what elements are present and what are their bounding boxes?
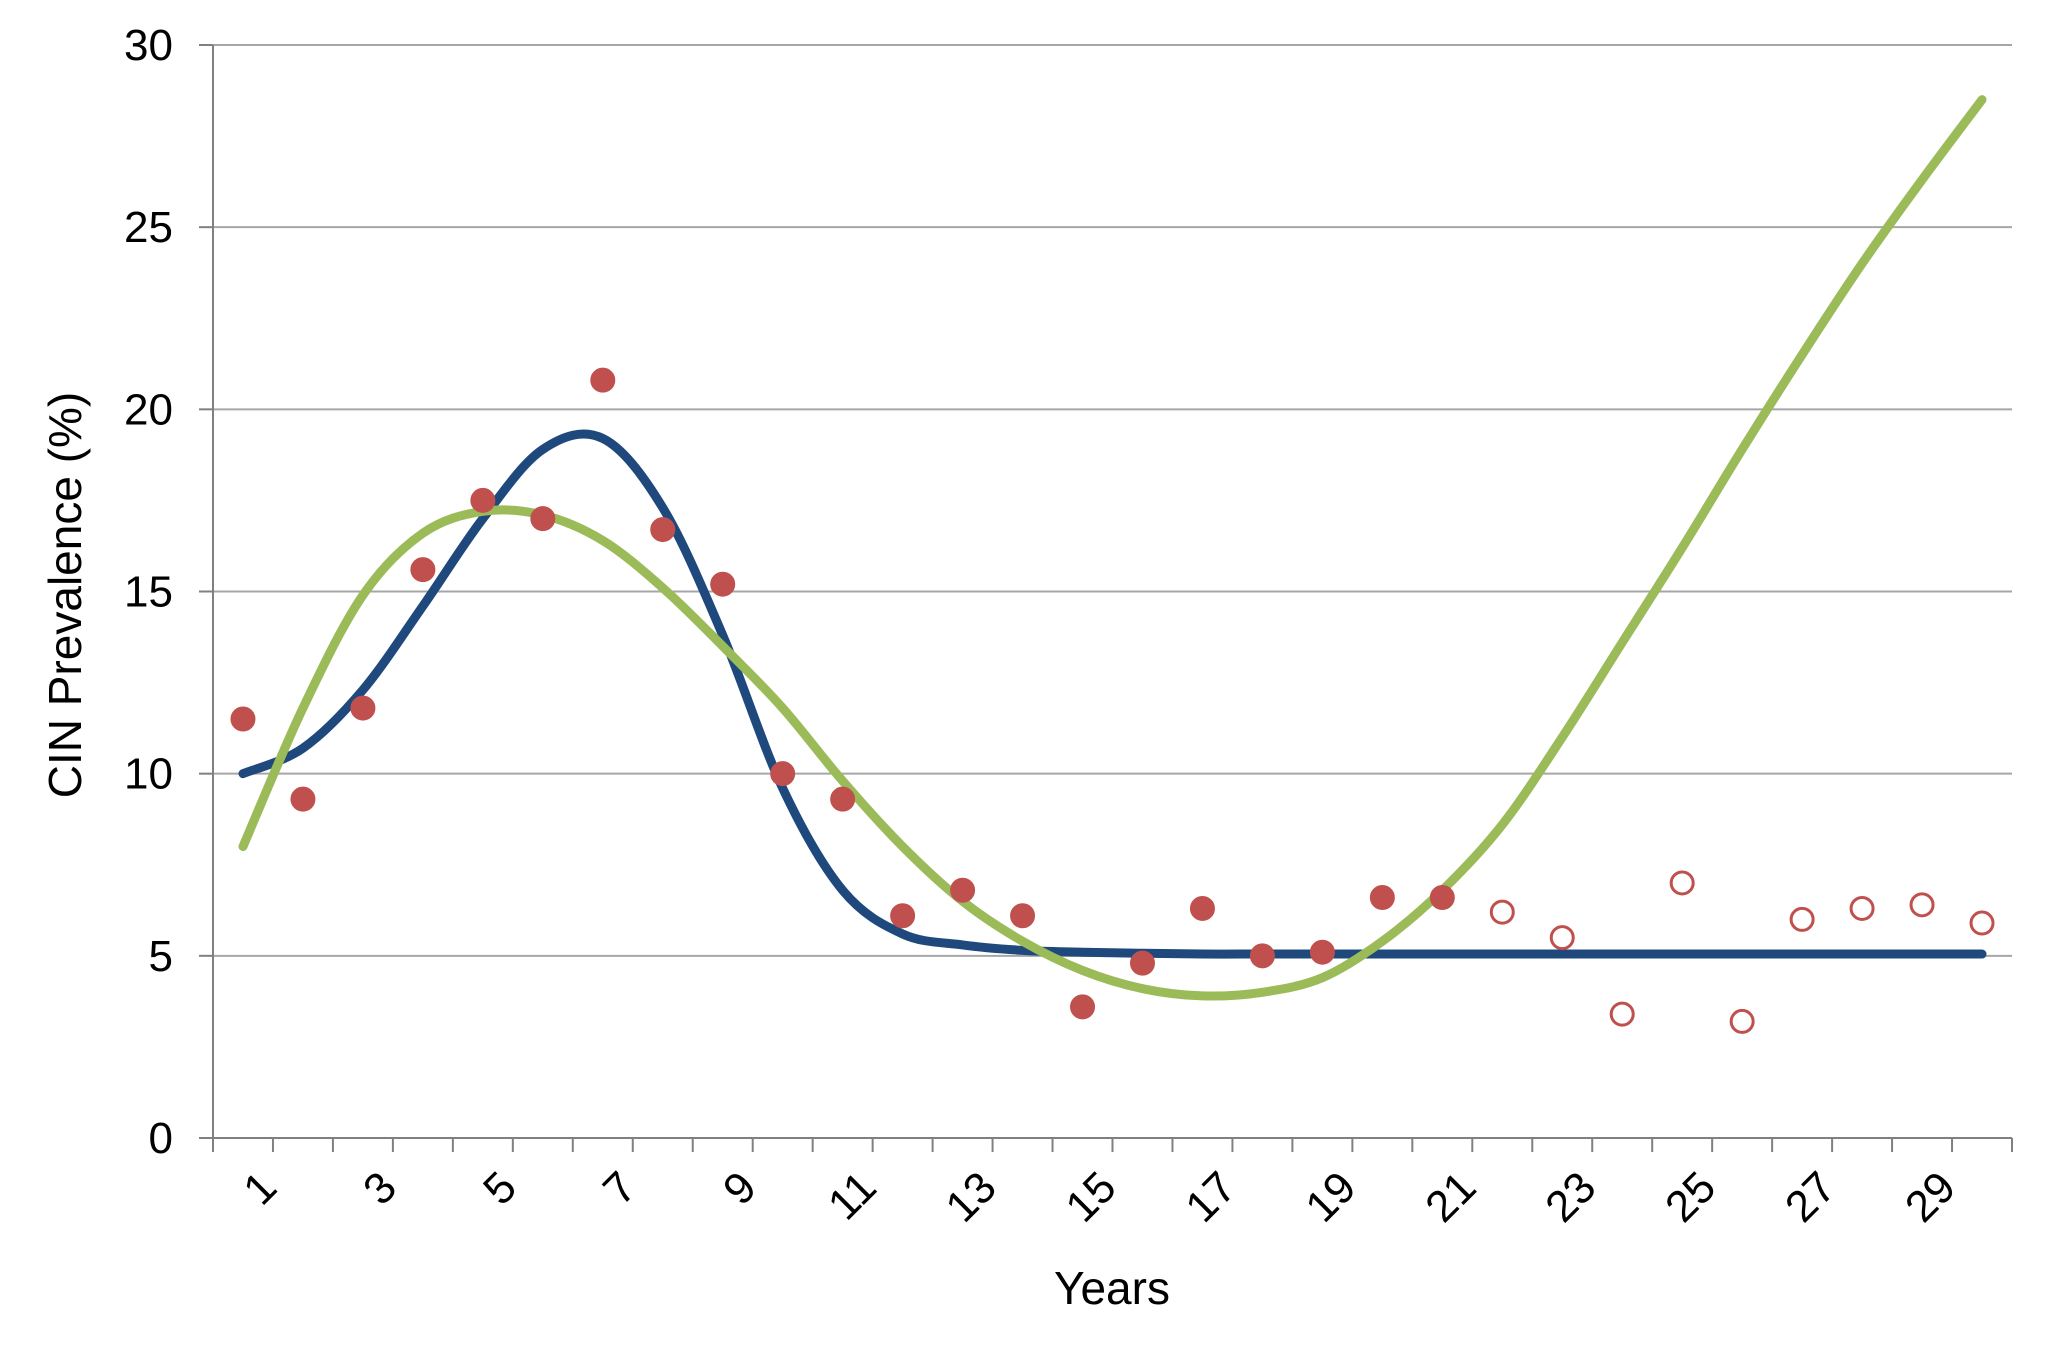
point-projected-23 xyxy=(1549,925,1575,951)
x-tick-label-9: 9 xyxy=(714,1162,766,1214)
point-projected-22 xyxy=(1489,899,1515,925)
x-tick-label-29: 29 xyxy=(1896,1162,1965,1231)
point-observed-20 xyxy=(1369,885,1395,911)
x-tick-label-15: 15 xyxy=(1056,1162,1125,1231)
x-tick-label-27: 27 xyxy=(1776,1162,1845,1231)
x-axis-title: Years xyxy=(1054,1262,1170,1314)
y-axis-ticks: 0 5 10 15 20 25 30 xyxy=(124,21,213,1163)
point-observed-3 xyxy=(350,695,376,721)
point-observed-7 xyxy=(590,367,616,393)
point-observed-4 xyxy=(410,557,436,583)
point-projected-24 xyxy=(1609,1001,1635,1027)
point-observed-9 xyxy=(710,571,736,597)
x-tick-label-3: 3 xyxy=(354,1162,406,1214)
point-observed-12 xyxy=(890,903,916,929)
point-observed-5 xyxy=(470,487,496,513)
x-tick-label-5: 5 xyxy=(474,1162,526,1214)
point-observed-15 xyxy=(1070,994,1096,1020)
y-tick-label-30: 30 xyxy=(124,21,173,70)
point-observed-17 xyxy=(1189,895,1215,921)
point-projected-28 xyxy=(1849,895,1875,921)
point-observed-13 xyxy=(950,877,976,903)
point-projected-29 xyxy=(1909,892,1935,918)
point-observed-6 xyxy=(530,506,556,532)
point-observed-19 xyxy=(1309,939,1335,965)
x-tick-label-21: 21 xyxy=(1416,1162,1485,1231)
x-tick-label-1: 1 xyxy=(234,1162,286,1214)
x-tick-label-25: 25 xyxy=(1656,1162,1725,1231)
x-tick-label-13: 13 xyxy=(936,1162,1005,1231)
y-tick-label-5: 5 xyxy=(149,932,173,981)
point-observed-16 xyxy=(1129,950,1155,976)
x-tick-label-23: 23 xyxy=(1536,1162,1605,1231)
x-tick-label-17: 17 xyxy=(1176,1162,1245,1231)
x-tick-label-7: 7 xyxy=(594,1162,646,1214)
point-projected-25 xyxy=(1669,870,1695,896)
line-fit-polynomial xyxy=(238,95,1987,1001)
point-projected-27 xyxy=(1789,906,1815,932)
line-fit-plateau xyxy=(238,429,1987,959)
point-observed-18 xyxy=(1249,943,1275,969)
fit-lines xyxy=(238,95,1987,1001)
point-projected-26 xyxy=(1729,1008,1755,1034)
point-projected-30 xyxy=(1969,910,1995,936)
x-tick-label-11: 11 xyxy=(819,1162,886,1229)
y-tick-label-15: 15 xyxy=(124,568,173,617)
x-axis-ticks: 1 3 5 7 9 11 13 15 17 19 21 23 25 27 29 xyxy=(212,1138,2013,1232)
point-observed-11 xyxy=(830,786,856,812)
point-observed-1 xyxy=(230,706,256,732)
point-observed-14 xyxy=(1010,903,1036,929)
point-observed-8 xyxy=(650,517,676,543)
point-observed-2 xyxy=(290,786,316,812)
y-tick-label-10: 10 xyxy=(124,750,173,799)
point-observed-21 xyxy=(1429,885,1455,911)
x-tick-label-19: 19 xyxy=(1296,1162,1365,1231)
y-tick-label-20: 20 xyxy=(124,385,173,434)
y-tick-label-0: 0 xyxy=(149,1114,173,1163)
y-tick-label-25: 25 xyxy=(124,203,173,252)
y-axis-title: CIN Prevalence (%) xyxy=(39,392,91,798)
point-observed-10 xyxy=(770,761,796,787)
data-points xyxy=(230,367,1995,1034)
